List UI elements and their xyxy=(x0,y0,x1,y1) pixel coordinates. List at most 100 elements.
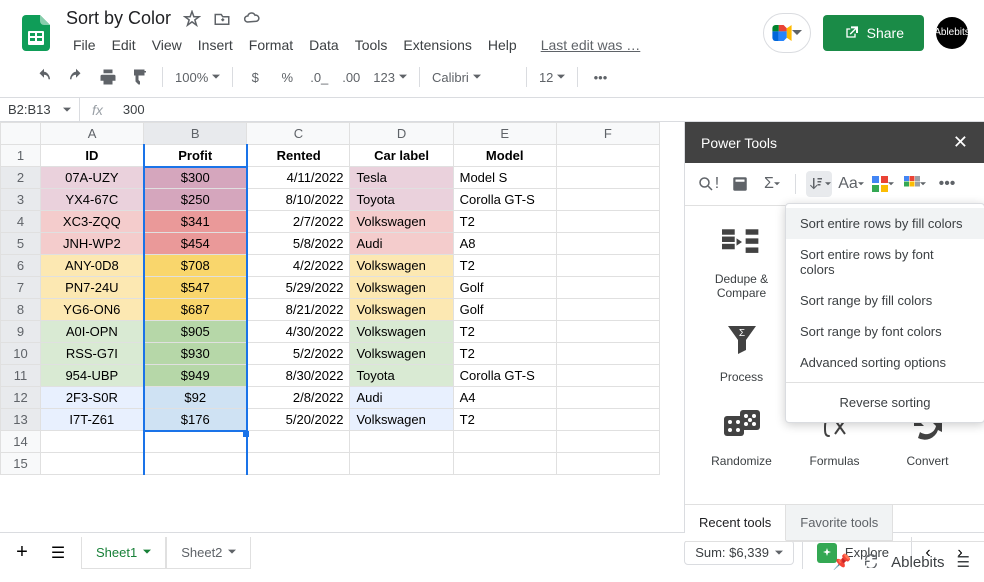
formula-bar[interactable]: 300 xyxy=(115,98,153,121)
cell[interactable]: Toyota xyxy=(350,189,453,211)
cell[interactable]: Volkswagen xyxy=(350,409,453,431)
cell[interactable]: Toyota xyxy=(350,365,453,387)
refresh-icon[interactable] xyxy=(863,552,879,572)
row-header[interactable]: 15 xyxy=(1,453,41,475)
share-button[interactable]: Share xyxy=(823,15,924,51)
dropdown-item[interactable]: Sort entire rows by fill colors xyxy=(786,208,984,239)
cell[interactable]: JNH-WP2 xyxy=(41,233,144,255)
menu-data[interactable]: Data xyxy=(302,33,346,57)
cell[interactable]: T2 xyxy=(453,343,556,365)
row-header[interactable]: 3 xyxy=(1,189,41,211)
cell[interactable]: Corolla GT-S xyxy=(453,189,556,211)
cell[interactable]: A4 xyxy=(453,387,556,409)
cell[interactable]: YX4-67C xyxy=(41,189,144,211)
cell[interactable]: 5/20/2022 xyxy=(247,409,350,431)
col-header[interactable]: F xyxy=(556,123,659,145)
row-header[interactable]: 5 xyxy=(1,233,41,255)
cell[interactable]: 4/30/2022 xyxy=(247,321,350,343)
cell[interactable]: Corolla GT-S xyxy=(453,365,556,387)
fontsize-select[interactable]: 12 xyxy=(535,70,569,85)
cell[interactable]: $949 xyxy=(144,365,247,387)
menu-tools[interactable]: Tools xyxy=(348,33,395,57)
cell[interactable]: 2F3-S0R xyxy=(41,387,144,409)
print-icon[interactable] xyxy=(94,63,122,91)
cell[interactable]: Model S xyxy=(453,167,556,189)
cell[interactable]: 4/2/2022 xyxy=(247,255,350,277)
row-header[interactable]: 9 xyxy=(1,321,41,343)
number-format[interactable]: 123 xyxy=(369,70,411,85)
dec-increase-icon[interactable]: .00 xyxy=(337,63,365,91)
cell[interactable]: $708 xyxy=(144,255,247,277)
cell[interactable] xyxy=(453,431,556,453)
cell[interactable]: $930 xyxy=(144,343,247,365)
cell[interactable]: YG6-ON6 xyxy=(41,299,144,321)
cell[interactable] xyxy=(41,453,144,475)
all-sheets-icon[interactable]: ☰ xyxy=(44,539,72,567)
cell[interactable]: Golf xyxy=(453,277,556,299)
cell[interactable]: $250 xyxy=(144,189,247,211)
cell[interactable]: Tesla xyxy=(350,167,453,189)
tool-dedupe[interactable]: Dedupe & Compare xyxy=(697,222,787,300)
selection-handle[interactable] xyxy=(243,431,249,437)
text-tool-icon[interactable]: Aa xyxy=(838,171,864,197)
grid-tool-icon[interactable] xyxy=(870,171,896,197)
font-select[interactable]: Calibri xyxy=(428,70,518,85)
sigma-icon[interactable]: Σ xyxy=(759,171,785,197)
redo-icon[interactable] xyxy=(62,63,90,91)
header-cell[interactable]: Rented xyxy=(247,145,350,167)
tool-process[interactable]: Σ Process xyxy=(697,320,787,384)
cell[interactable]: 2/7/2022 xyxy=(247,211,350,233)
sheet-tab-2[interactable]: Sheet2 xyxy=(166,537,251,569)
row-header[interactable]: 10 xyxy=(1,343,41,365)
close-icon[interactable]: ✕ xyxy=(953,132,968,153)
cell[interactable] xyxy=(247,453,350,475)
cell[interactable]: XC3-ZQQ xyxy=(41,211,144,233)
undo-icon[interactable] xyxy=(30,63,58,91)
cell[interactable]: A0I-OPN xyxy=(41,321,144,343)
sheet-tab-1[interactable]: Sheet1 xyxy=(81,537,166,569)
pin-icon[interactable]: 📌 xyxy=(832,553,851,571)
header-cell[interactable]: Model xyxy=(453,145,556,167)
sort-tool-icon[interactable] xyxy=(806,171,832,197)
col-header[interactable]: B xyxy=(144,123,247,145)
percent-icon[interactable]: % xyxy=(273,63,301,91)
meet-button[interactable] xyxy=(763,13,811,53)
zoom-select[interactable]: 100% xyxy=(171,70,224,85)
cell[interactable] xyxy=(144,431,247,453)
tab-favorite[interactable]: Favorite tools xyxy=(786,505,893,541)
cell[interactable]: 5/8/2022 xyxy=(247,233,350,255)
dropdown-item[interactable]: Sort entire rows by font colors xyxy=(786,239,984,285)
cell[interactable] xyxy=(247,431,350,453)
menu-view[interactable]: View xyxy=(145,33,189,57)
currency-icon[interactable]: $ xyxy=(241,63,269,91)
cell[interactable]: $92 xyxy=(144,387,247,409)
cloud-icon[interactable] xyxy=(243,10,261,28)
cell[interactable]: I7T-Z61 xyxy=(41,409,144,431)
row-header[interactable]: 13 xyxy=(1,409,41,431)
cell[interactable]: T2 xyxy=(453,211,556,233)
cell[interactable]: Volkswagen xyxy=(350,321,453,343)
cell[interactable]: $176 xyxy=(144,409,247,431)
cell[interactable]: $687 xyxy=(144,299,247,321)
row-header[interactable]: 6 xyxy=(1,255,41,277)
cell[interactable]: 2/8/2022 xyxy=(247,387,350,409)
move-icon[interactable] xyxy=(213,10,231,28)
cell[interactable]: $300 xyxy=(144,167,247,189)
cell[interactable]: T2 xyxy=(453,255,556,277)
dec-decrease-icon[interactable]: .0_ xyxy=(305,63,333,91)
row-header[interactable]: 11 xyxy=(1,365,41,387)
cell[interactable]: Volkswagen xyxy=(350,211,453,233)
avatar[interactable]: Ablebits xyxy=(936,17,968,49)
add-sheet-icon[interactable]: + xyxy=(8,539,36,567)
row-header[interactable]: 2 xyxy=(1,167,41,189)
cell[interactable]: Golf xyxy=(453,299,556,321)
cell[interactable]: Volkswagen xyxy=(350,299,453,321)
row-header[interactable]: 8 xyxy=(1,299,41,321)
header-cell[interactable]: Profit xyxy=(144,145,247,167)
name-box[interactable]: B2:B13 xyxy=(0,98,80,121)
more-toolbar-icon[interactable]: ••• xyxy=(586,63,614,91)
cell[interactable]: Volkswagen xyxy=(350,255,453,277)
dropdown-item[interactable]: Reverse sorting xyxy=(786,387,984,418)
sheets-logo[interactable] xyxy=(16,13,56,53)
col-header[interactable]: C xyxy=(247,123,350,145)
